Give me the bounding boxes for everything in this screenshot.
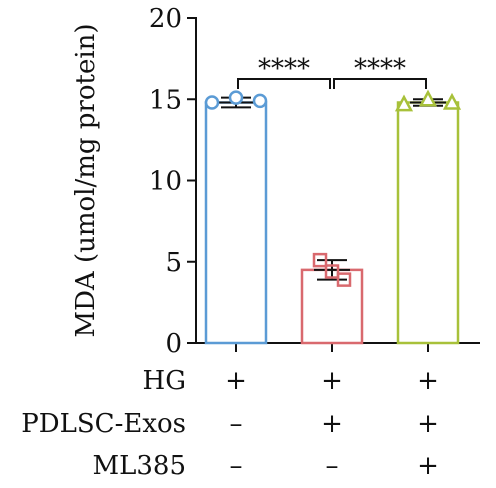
y-tick-label: 10 [149,167,182,197]
treatment-mark: – [326,451,339,481]
data-point [442,92,462,110]
treatment-mark: + [225,366,247,396]
data-point [204,95,220,110]
y-tick-label: 15 [149,85,182,115]
y-tick-label: 20 [149,4,182,34]
treatment-mark: + [321,409,343,439]
treatment-mark: + [417,409,439,439]
data-point [312,252,328,268]
significance-bracket [237,78,331,89]
axes: 0 5 10 15 20 MDA (umol/mg protein) [71,4,480,359]
data-point [324,264,340,279]
y-tick-label: 5 [165,248,182,278]
significance-bracket [333,78,427,89]
data-point [336,272,352,287]
significance-layer: **** **** [237,54,427,89]
data-point [394,94,414,112]
significance-label: **** [258,54,310,84]
treatment-table: HG + + + PDLSC-Exos – + + ML385 – – + [21,366,439,481]
treatment-mark: + [417,366,439,396]
bars-layer [204,89,462,345]
data-point [228,90,244,105]
treatment-label: PDLSC-Exos [21,409,186,439]
treatment-label: HG [143,366,186,396]
treatment-mark: – [230,451,243,481]
treatment-label: ML385 [92,451,186,481]
data-point [418,89,438,107]
bar [396,101,460,345]
treatment-mark: + [417,451,439,481]
treatment-mark: + [321,366,343,396]
bar [300,268,364,345]
y-tick-label: 0 [165,329,182,359]
significance-label: **** [354,54,406,84]
data-point [252,93,268,109]
bar [204,101,268,345]
treatment-mark: – [230,409,243,439]
y-axis-title: MDA (umol/mg protein) [71,23,101,337]
